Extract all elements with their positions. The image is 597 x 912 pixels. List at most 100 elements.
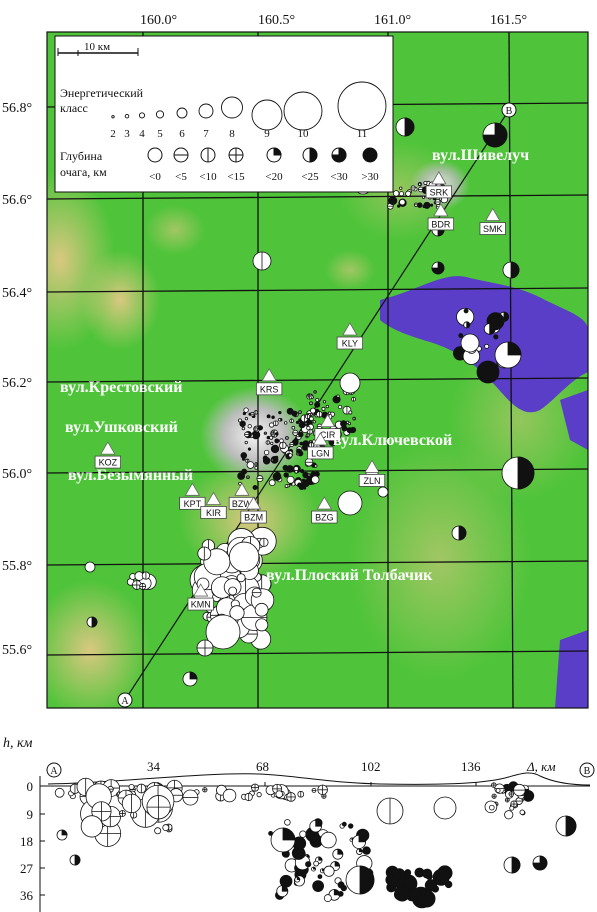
event-marker bbox=[327, 411, 332, 415]
legend-energy-circle bbox=[198, 103, 214, 119]
event-marker bbox=[205, 614, 241, 650]
event-marker bbox=[255, 618, 269, 632]
event-marker bbox=[476, 360, 500, 384]
event-marker bbox=[259, 537, 269, 547]
lat-label-55-6: 55.6° bbox=[2, 643, 32, 658]
event-marker bbox=[262, 456, 271, 465]
event-marker bbox=[250, 412, 255, 417]
event-marker bbox=[84, 561, 96, 573]
event-marker bbox=[252, 251, 272, 271]
event-marker bbox=[297, 482, 303, 488]
hypocenter-marker bbox=[425, 872, 433, 880]
event-marker bbox=[243, 407, 249, 413]
event-marker bbox=[272, 472, 282, 481]
hypocenter-marker bbox=[80, 815, 103, 838]
legend-depth-marker bbox=[200, 147, 216, 163]
hypocenter-marker bbox=[121, 793, 142, 814]
legend-depth-label: <0 bbox=[149, 171, 161, 183]
event-marker bbox=[298, 431, 304, 438]
profile-tick-y-27: 27 bbox=[20, 861, 34, 876]
hypocenter-marker bbox=[312, 880, 325, 892]
lon-label-160-5: 160.5° bbox=[258, 13, 295, 28]
hypocenter-marker bbox=[286, 792, 296, 802]
legend-energy-circle bbox=[138, 112, 146, 119]
event-marker bbox=[306, 425, 311, 431]
event-marker bbox=[336, 394, 340, 398]
legend-depth-marker bbox=[302, 147, 318, 163]
event-marker bbox=[305, 433, 310, 438]
event-marker bbox=[304, 457, 314, 467]
hypocenter-marker bbox=[136, 783, 147, 794]
legend-energy-row: 2 3 4 5 6 7 8 9 10 11 bbox=[110, 81, 387, 140]
lat-label-56-4: 56.4° bbox=[2, 286, 32, 301]
event-marker bbox=[244, 431, 250, 438]
legend-energy-circle bbox=[155, 110, 165, 119]
hypocenter-marker bbox=[313, 860, 320, 867]
station-label: LGN bbox=[311, 448, 330, 458]
event-marker bbox=[418, 182, 422, 186]
profile-tick-x-102: 102 bbox=[361, 759, 381, 774]
event-marker bbox=[337, 404, 343, 410]
event-marker bbox=[274, 438, 280, 444]
station-krs: KRS bbox=[255, 368, 283, 396]
event-marker bbox=[315, 397, 320, 402]
hypocenter-marker bbox=[294, 876, 301, 883]
hypocenter-marker bbox=[376, 797, 404, 825]
event-marker bbox=[228, 541, 260, 573]
station-kir: KIR bbox=[200, 491, 227, 519]
event-marker bbox=[377, 486, 389, 498]
event-marker bbox=[286, 475, 295, 484]
profile-end-a-marker: A bbox=[117, 692, 133, 708]
event-marker bbox=[349, 426, 357, 434]
event-marker bbox=[247, 424, 252, 429]
event-marker bbox=[240, 452, 248, 459]
event-marker bbox=[337, 490, 363, 516]
hypocenter-marker bbox=[341, 821, 347, 827]
event-marker bbox=[463, 321, 471, 329]
profile-xlabel: Δ, км bbox=[526, 759, 556, 774]
scale-label: 10 км bbox=[84, 41, 110, 53]
legend-energy-label: 9 bbox=[264, 128, 270, 140]
station-label: BZM bbox=[244, 513, 263, 523]
legend-depth-label: <20 bbox=[265, 171, 283, 183]
profile-tick-x-34: 34 bbox=[147, 759, 161, 774]
station-label: KIR bbox=[206, 508, 222, 518]
profile-tick-x-136: 136 bbox=[461, 759, 481, 774]
hypocenter-marker bbox=[491, 793, 497, 799]
event-marker bbox=[307, 394, 311, 398]
legend-energy-circle bbox=[111, 115, 115, 119]
hypocenter-marker bbox=[299, 830, 307, 838]
hypocenter-marker bbox=[489, 804, 495, 811]
hypocenter-marker bbox=[311, 787, 317, 793]
hypocenter-marker bbox=[182, 789, 199, 806]
hypocenter-marker bbox=[56, 829, 68, 841]
event-marker bbox=[483, 323, 496, 335]
legend-depth-marker bbox=[331, 147, 347, 163]
legend-energy-circle bbox=[337, 81, 387, 131]
legend-energy-circle bbox=[221, 96, 243, 119]
event-marker bbox=[278, 410, 282, 415]
hypocenter-marker bbox=[424, 879, 438, 892]
event-marker bbox=[269, 422, 275, 428]
event-marker bbox=[237, 472, 246, 480]
event-marker bbox=[304, 421, 308, 426]
hypocenter-marker bbox=[309, 819, 322, 833]
legend-energy-label: 10 bbox=[298, 128, 310, 140]
event-marker bbox=[86, 616, 98, 628]
event-marker bbox=[266, 414, 271, 419]
event-marker bbox=[296, 448, 302, 454]
hypocenter-marker bbox=[519, 809, 525, 815]
event-marker bbox=[293, 438, 299, 444]
event-marker bbox=[236, 573, 246, 583]
hypocenter-marker bbox=[146, 795, 171, 820]
legend-energy-circle bbox=[283, 91, 323, 131]
event-marker bbox=[429, 203, 434, 207]
profile-end-b-marker: B bbox=[501, 102, 517, 118]
hypocenter-marker bbox=[91, 801, 112, 822]
event-marker bbox=[270, 430, 275, 435]
event-marker bbox=[196, 639, 214, 657]
event-marker bbox=[265, 440, 271, 445]
legend-energy-label: 8 bbox=[229, 128, 235, 140]
legend-depth-marker bbox=[173, 147, 189, 163]
